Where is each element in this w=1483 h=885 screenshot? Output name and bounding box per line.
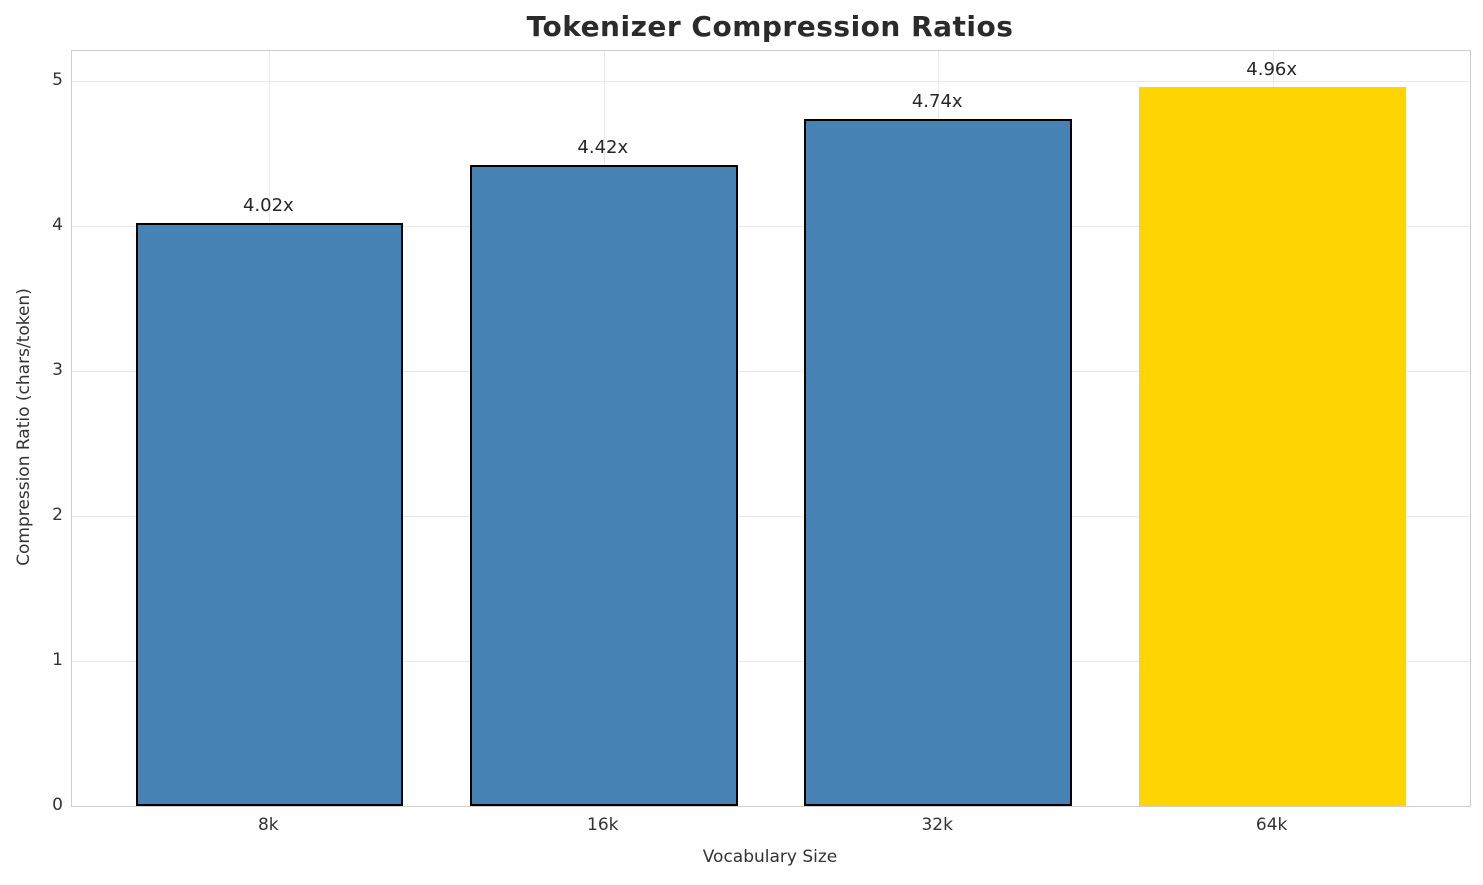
bar-8k xyxy=(135,223,404,806)
y-tick-label-5: 5 xyxy=(52,70,63,91)
gridline-horizontal xyxy=(72,371,1470,373)
x-tick-label-16k: 16k xyxy=(587,815,619,835)
x-tick-label-8k: 8k xyxy=(257,815,279,835)
bar-value-label-8k: 4.02x xyxy=(242,195,294,217)
y-axis-label: Compression Ratio (chars/token) xyxy=(14,288,34,566)
x-tick-label-64k: 64k xyxy=(1255,815,1288,835)
chart-title: Tokenizer Compression Ratios xyxy=(526,10,1014,43)
y-tick-label-4: 4 xyxy=(52,215,63,236)
y-tick-label-1: 1 xyxy=(52,650,63,671)
x-tick-label-32k: 32k xyxy=(921,815,953,835)
bar-32k xyxy=(804,119,1072,806)
plot-area xyxy=(71,50,1471,807)
bar-64k xyxy=(1138,87,1407,806)
y-tick-label-3: 3 xyxy=(52,360,63,381)
gridline-horizontal xyxy=(72,81,1470,83)
y-tick-label-0: 0 xyxy=(52,795,63,815)
gridline-horizontal xyxy=(72,661,1470,663)
bar-value-label-32k: 4.74x xyxy=(911,91,963,113)
bar-value-label-16k: 4.42x xyxy=(577,137,629,159)
y-tick-label-2: 2 xyxy=(52,505,63,526)
gridline-horizontal xyxy=(72,226,1470,228)
x-axis-label: Vocabulary Size xyxy=(702,847,838,867)
bar-16k xyxy=(469,165,738,806)
gridline-horizontal xyxy=(72,516,1470,518)
bar-value-label-64k: 4.96x xyxy=(1246,59,1298,81)
